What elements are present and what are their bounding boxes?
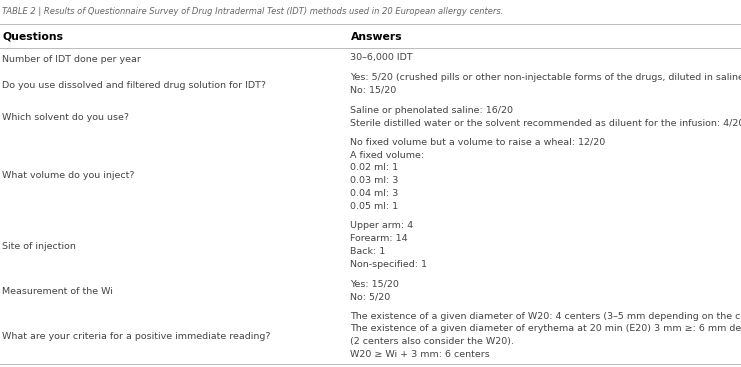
Text: No: 5/20: No: 5/20 <box>350 292 391 301</box>
Text: Forearm: 14: Forearm: 14 <box>350 234 408 243</box>
Text: Which solvent do you use?: Which solvent do you use? <box>2 113 129 122</box>
Text: (2 centers also consider the W20).: (2 centers also consider the W20). <box>350 337 514 346</box>
Text: Site of injection: Site of injection <box>2 242 76 251</box>
Text: Upper arm: 4: Upper arm: 4 <box>350 221 413 230</box>
Text: Yes: 5/20 (crushed pills or other non-injectable forms of the drugs, diluted in : Yes: 5/20 (crushed pills or other non-in… <box>350 73 741 82</box>
Text: What are your criteria for a positive immediate reading?: What are your criteria for a positive im… <box>2 332 270 341</box>
Text: 0.02 ml: 1: 0.02 ml: 1 <box>350 163 399 172</box>
Text: 0.04 ml: 3: 0.04 ml: 3 <box>350 189 399 198</box>
Text: 30–6,000 IDT: 30–6,000 IDT <box>350 53 413 62</box>
Text: Answers: Answers <box>350 32 402 42</box>
Text: Sterile distilled water or the solvent recommended as diluent for the infusion: : Sterile distilled water or the solvent r… <box>350 118 741 127</box>
Text: A fixed volume:: A fixed volume: <box>350 151 425 160</box>
Text: Back: 1: Back: 1 <box>350 247 386 256</box>
Text: Measurement of the Wi: Measurement of the Wi <box>2 287 113 296</box>
Text: The existence of a given diameter of erythema at 20 min (E20) 3 mm ≥: 6 mm depen: The existence of a given diameter of ery… <box>350 324 741 334</box>
Text: Number of IDT done per year: Number of IDT done per year <box>2 55 141 64</box>
Text: The existence of a given diameter of W20: 4 centers (3–5 mm depending on the cen: The existence of a given diameter of W20… <box>350 312 741 321</box>
Text: W20 ≥ Wi + 3 mm: 6 centers: W20 ≥ Wi + 3 mm: 6 centers <box>350 350 491 359</box>
Text: No fixed volume but a volume to raise a wheal: 12/20: No fixed volume but a volume to raise a … <box>350 138 605 147</box>
Text: Non-specified: 1: Non-specified: 1 <box>350 259 428 269</box>
Text: TABLE 2 | Results of Questionnaire Survey of Drug Intradermal Test (IDT) methods: TABLE 2 | Results of Questionnaire Surve… <box>2 7 504 17</box>
Text: Do you use dissolved and filtered drug solution for IDT?: Do you use dissolved and filtered drug s… <box>2 81 266 90</box>
Text: What volume do you inject?: What volume do you inject? <box>2 171 135 180</box>
Text: Yes: 15/20: Yes: 15/20 <box>350 279 399 288</box>
Text: Saline or phenolated saline: 16/20: Saline or phenolated saline: 16/20 <box>350 105 514 115</box>
Text: Questions: Questions <box>2 32 63 42</box>
Text: 0.03 ml: 3: 0.03 ml: 3 <box>350 176 399 185</box>
Text: No: 15/20: No: 15/20 <box>350 86 396 95</box>
Text: 0.05 ml: 1: 0.05 ml: 1 <box>350 201 399 211</box>
